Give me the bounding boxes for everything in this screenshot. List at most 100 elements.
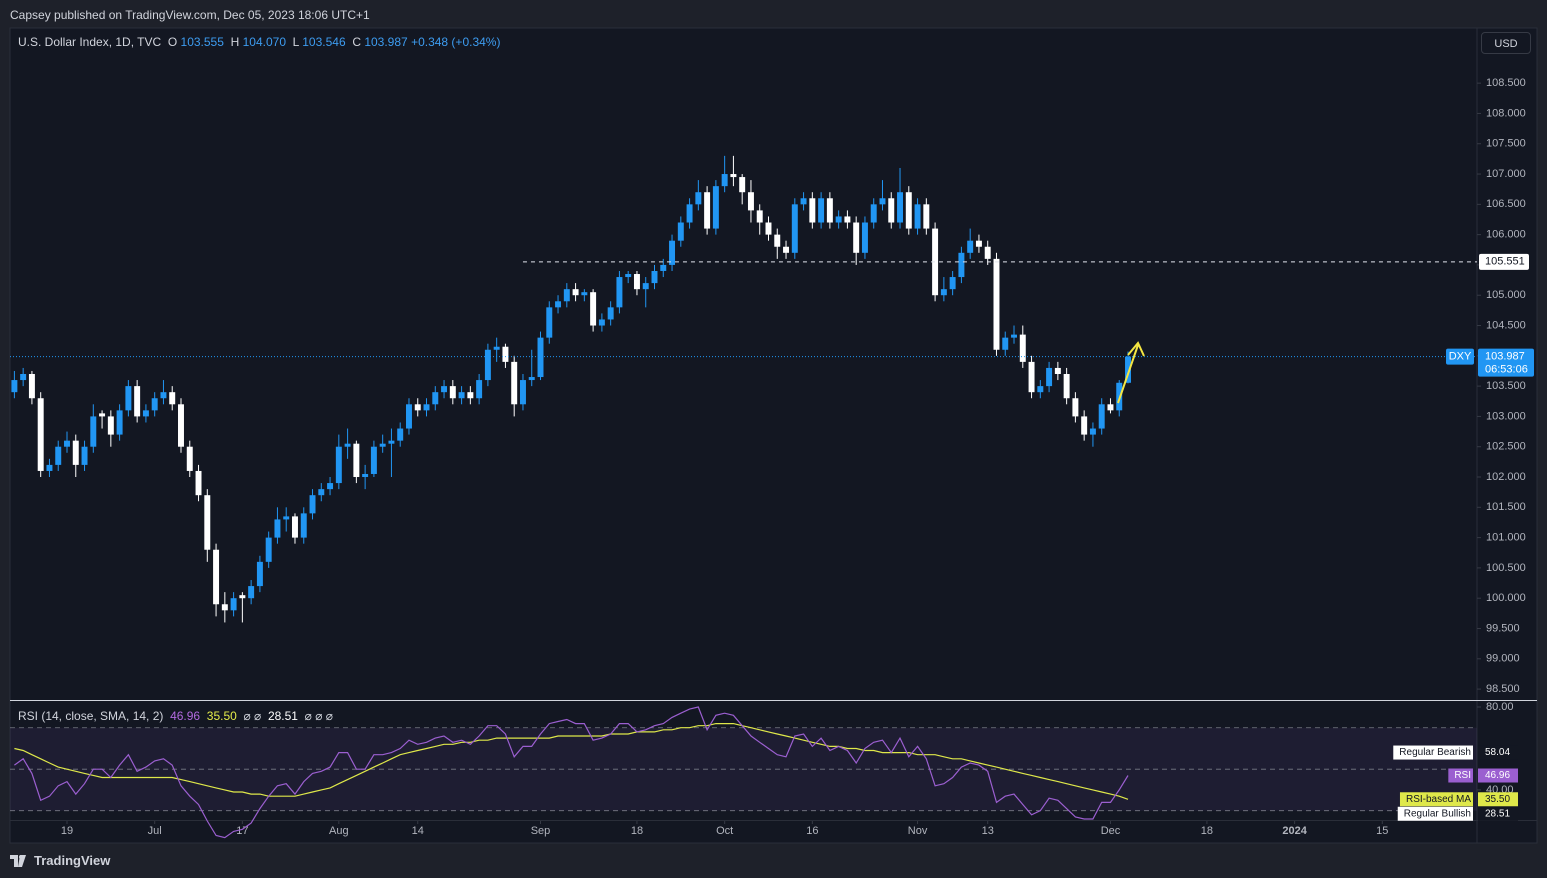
- candle-body: [327, 483, 334, 490]
- candle-body: [712, 186, 719, 229]
- candle-body: [370, 446, 377, 474]
- candle-body: [72, 440, 79, 465]
- candle-body: [125, 386, 132, 411]
- candle-body: [134, 386, 141, 417]
- y-tick-label: 99.500: [1486, 622, 1520, 634]
- candle-body: [791, 204, 798, 253]
- candle-body: [1054, 367, 1061, 374]
- price-tag: [1478, 348, 1534, 377]
- candle-body: [1125, 356, 1131, 383]
- candle-body: [528, 377, 535, 381]
- tag-value: 58.04: [1485, 747, 1510, 758]
- tag-name: Regular Bearish: [1399, 747, 1471, 758]
- y-tick-label: 105.000: [1486, 289, 1526, 301]
- candle-body: [292, 516, 298, 538]
- ohlc-key: O: [167, 35, 178, 49]
- tag-value: 35.50: [1485, 794, 1510, 805]
- candle-body: [905, 192, 912, 229]
- arrow-line: [1117, 344, 1139, 404]
- rsi-title: RSI (14, close, SMA, 14, 2): [18, 709, 164, 723]
- tag-value: 46.96: [1485, 770, 1510, 781]
- candle-body: [765, 222, 772, 235]
- candle-body: [265, 537, 272, 562]
- candle-body: [1081, 416, 1088, 435]
- candle-body: [581, 292, 588, 296]
- y-tick-label: 108.000: [1486, 107, 1526, 119]
- series-line: [14, 723, 1129, 800]
- candle-body: [46, 464, 53, 471]
- ohlc-value: 103.987: [364, 35, 408, 49]
- y-tick-label: 102.500: [1486, 441, 1526, 453]
- x-tick-label: Nov: [908, 825, 928, 837]
- candle-body: [99, 413, 106, 417]
- candle-body: [142, 410, 149, 417]
- price-pane: 98.500 99.000 99.500 100.000 100.500 101.000 1…: [10, 77, 1534, 837]
- candle-body: [756, 210, 763, 223]
- ohlc-key: L: [292, 35, 299, 49]
- candle-body: [502, 346, 509, 362]
- candle-body: [178, 404, 184, 447]
- candle-body: [546, 307, 553, 338]
- candle-body: [484, 349, 491, 381]
- candle-body: [283, 516, 290, 520]
- x-tick-label: 19: [61, 825, 73, 837]
- x-tick-label: Aug: [329, 825, 349, 837]
- candle-body: [467, 392, 474, 399]
- y-tick-label: 106.500: [1486, 198, 1526, 210]
- candle-body: [511, 361, 518, 405]
- countdown-label: 06:53:06: [1485, 364, 1528, 376]
- candle-body: [335, 446, 342, 484]
- candle-body: [1037, 386, 1044, 393]
- candle-body: [774, 234, 781, 247]
- rsi-legend: RSI (14, close, SMA, 14, 2) 46.96 35.50 …: [18, 709, 333, 723]
- rsi-header-value: 35.50: [206, 709, 237, 723]
- candle-body: [563, 289, 570, 302]
- candle-body: [888, 198, 895, 223]
- candle-body: [625, 274, 632, 278]
- candle-body: [213, 549, 220, 605]
- x-tick-label: 16: [806, 825, 818, 837]
- candle-body: [809, 198, 816, 223]
- candle-body: [800, 198, 807, 205]
- candle-body: [984, 246, 991, 259]
- y-tick-label: 106.000: [1486, 229, 1526, 241]
- candle-body: [64, 440, 70, 447]
- candle-body: [432, 392, 439, 405]
- candle-body: [204, 495, 211, 550]
- candle-body: [949, 277, 956, 290]
- tag-name: RSI: [1454, 770, 1471, 781]
- y-tick-label: 102.000: [1486, 471, 1526, 483]
- candle-body: [704, 192, 711, 229]
- symbol-title: U.S. Dollar Index, 1D, TVC: [18, 35, 162, 49]
- candle-body: [677, 222, 684, 241]
- price-label: 103.987: [1485, 351, 1525, 363]
- x-tick-label: 18: [631, 825, 643, 837]
- candle-body: [660, 264, 667, 271]
- y-tick-label: 100.500: [1486, 562, 1526, 574]
- x-tick-label: Oct: [716, 825, 733, 837]
- candle-body: [423, 404, 430, 411]
- candle-body: [116, 410, 123, 435]
- candle-body: [107, 416, 114, 435]
- candle-body: [835, 216, 842, 223]
- price-legend: U.S. Dollar Index, 1D, TVC O 103.555 H 1…: [18, 35, 500, 49]
- candle-body: [388, 440, 395, 444]
- ohlc-key: C: [352, 35, 361, 49]
- x-tick-label: 17: [236, 825, 248, 837]
- candle-body: [721, 174, 728, 187]
- candle-body: [555, 301, 562, 308]
- currency-button[interactable]: USD: [1481, 32, 1531, 54]
- arrow-head: [1127, 341, 1145, 357]
- candle-body: [686, 204, 693, 223]
- ohlc-key: H: [230, 35, 240, 49]
- y-tick-label: 80.00: [1486, 701, 1514, 713]
- candle-body: [633, 274, 640, 290]
- rsi-header-value: ⌀ ⌀: [243, 709, 262, 723]
- candle-body: [739, 177, 746, 193]
- candle-body: [537, 337, 544, 378]
- candle-body: [967, 240, 974, 253]
- candle-body: [274, 519, 281, 538]
- candle-body: [20, 373, 27, 381]
- candle-body: [414, 404, 421, 411]
